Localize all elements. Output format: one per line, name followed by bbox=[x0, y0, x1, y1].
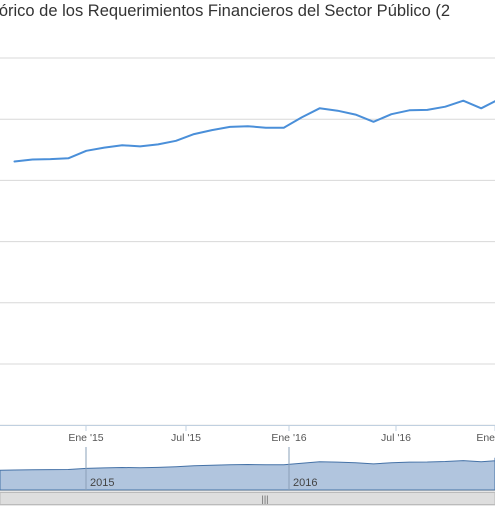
navigator-area bbox=[0, 457, 495, 491]
scrollbar[interactable]: ||| bbox=[0, 491, 495, 506]
scrollbar-grip-icon: ||| bbox=[261, 494, 268, 504]
navigator: 2015 2016 bbox=[0, 447, 495, 491]
x-tick-label: Ene bbox=[476, 432, 495, 444]
x-tick-label: Ene '16 bbox=[271, 432, 306, 444]
series-line bbox=[13, 99, 495, 163]
scrollbar-thumb[interactable] bbox=[0, 492, 495, 505]
x-axis-ticks: Ene '15 Jul '15 Ene '16 Jul '16 Ene bbox=[68, 426, 495, 444]
plot-series bbox=[13, 99, 495, 163]
x-tick-label: Jul '16 bbox=[381, 432, 411, 444]
navigator-year-label: 2015 bbox=[90, 477, 114, 489]
navigator-year-label: 2016 bbox=[293, 477, 317, 489]
x-tick-label: Ene '15 bbox=[68, 432, 103, 444]
grid-lines bbox=[0, 57, 495, 426]
chart-title: stórico de los Requerimientos Financiero… bbox=[0, 2, 451, 20]
x-tick-label: Jul '15 bbox=[171, 432, 201, 444]
